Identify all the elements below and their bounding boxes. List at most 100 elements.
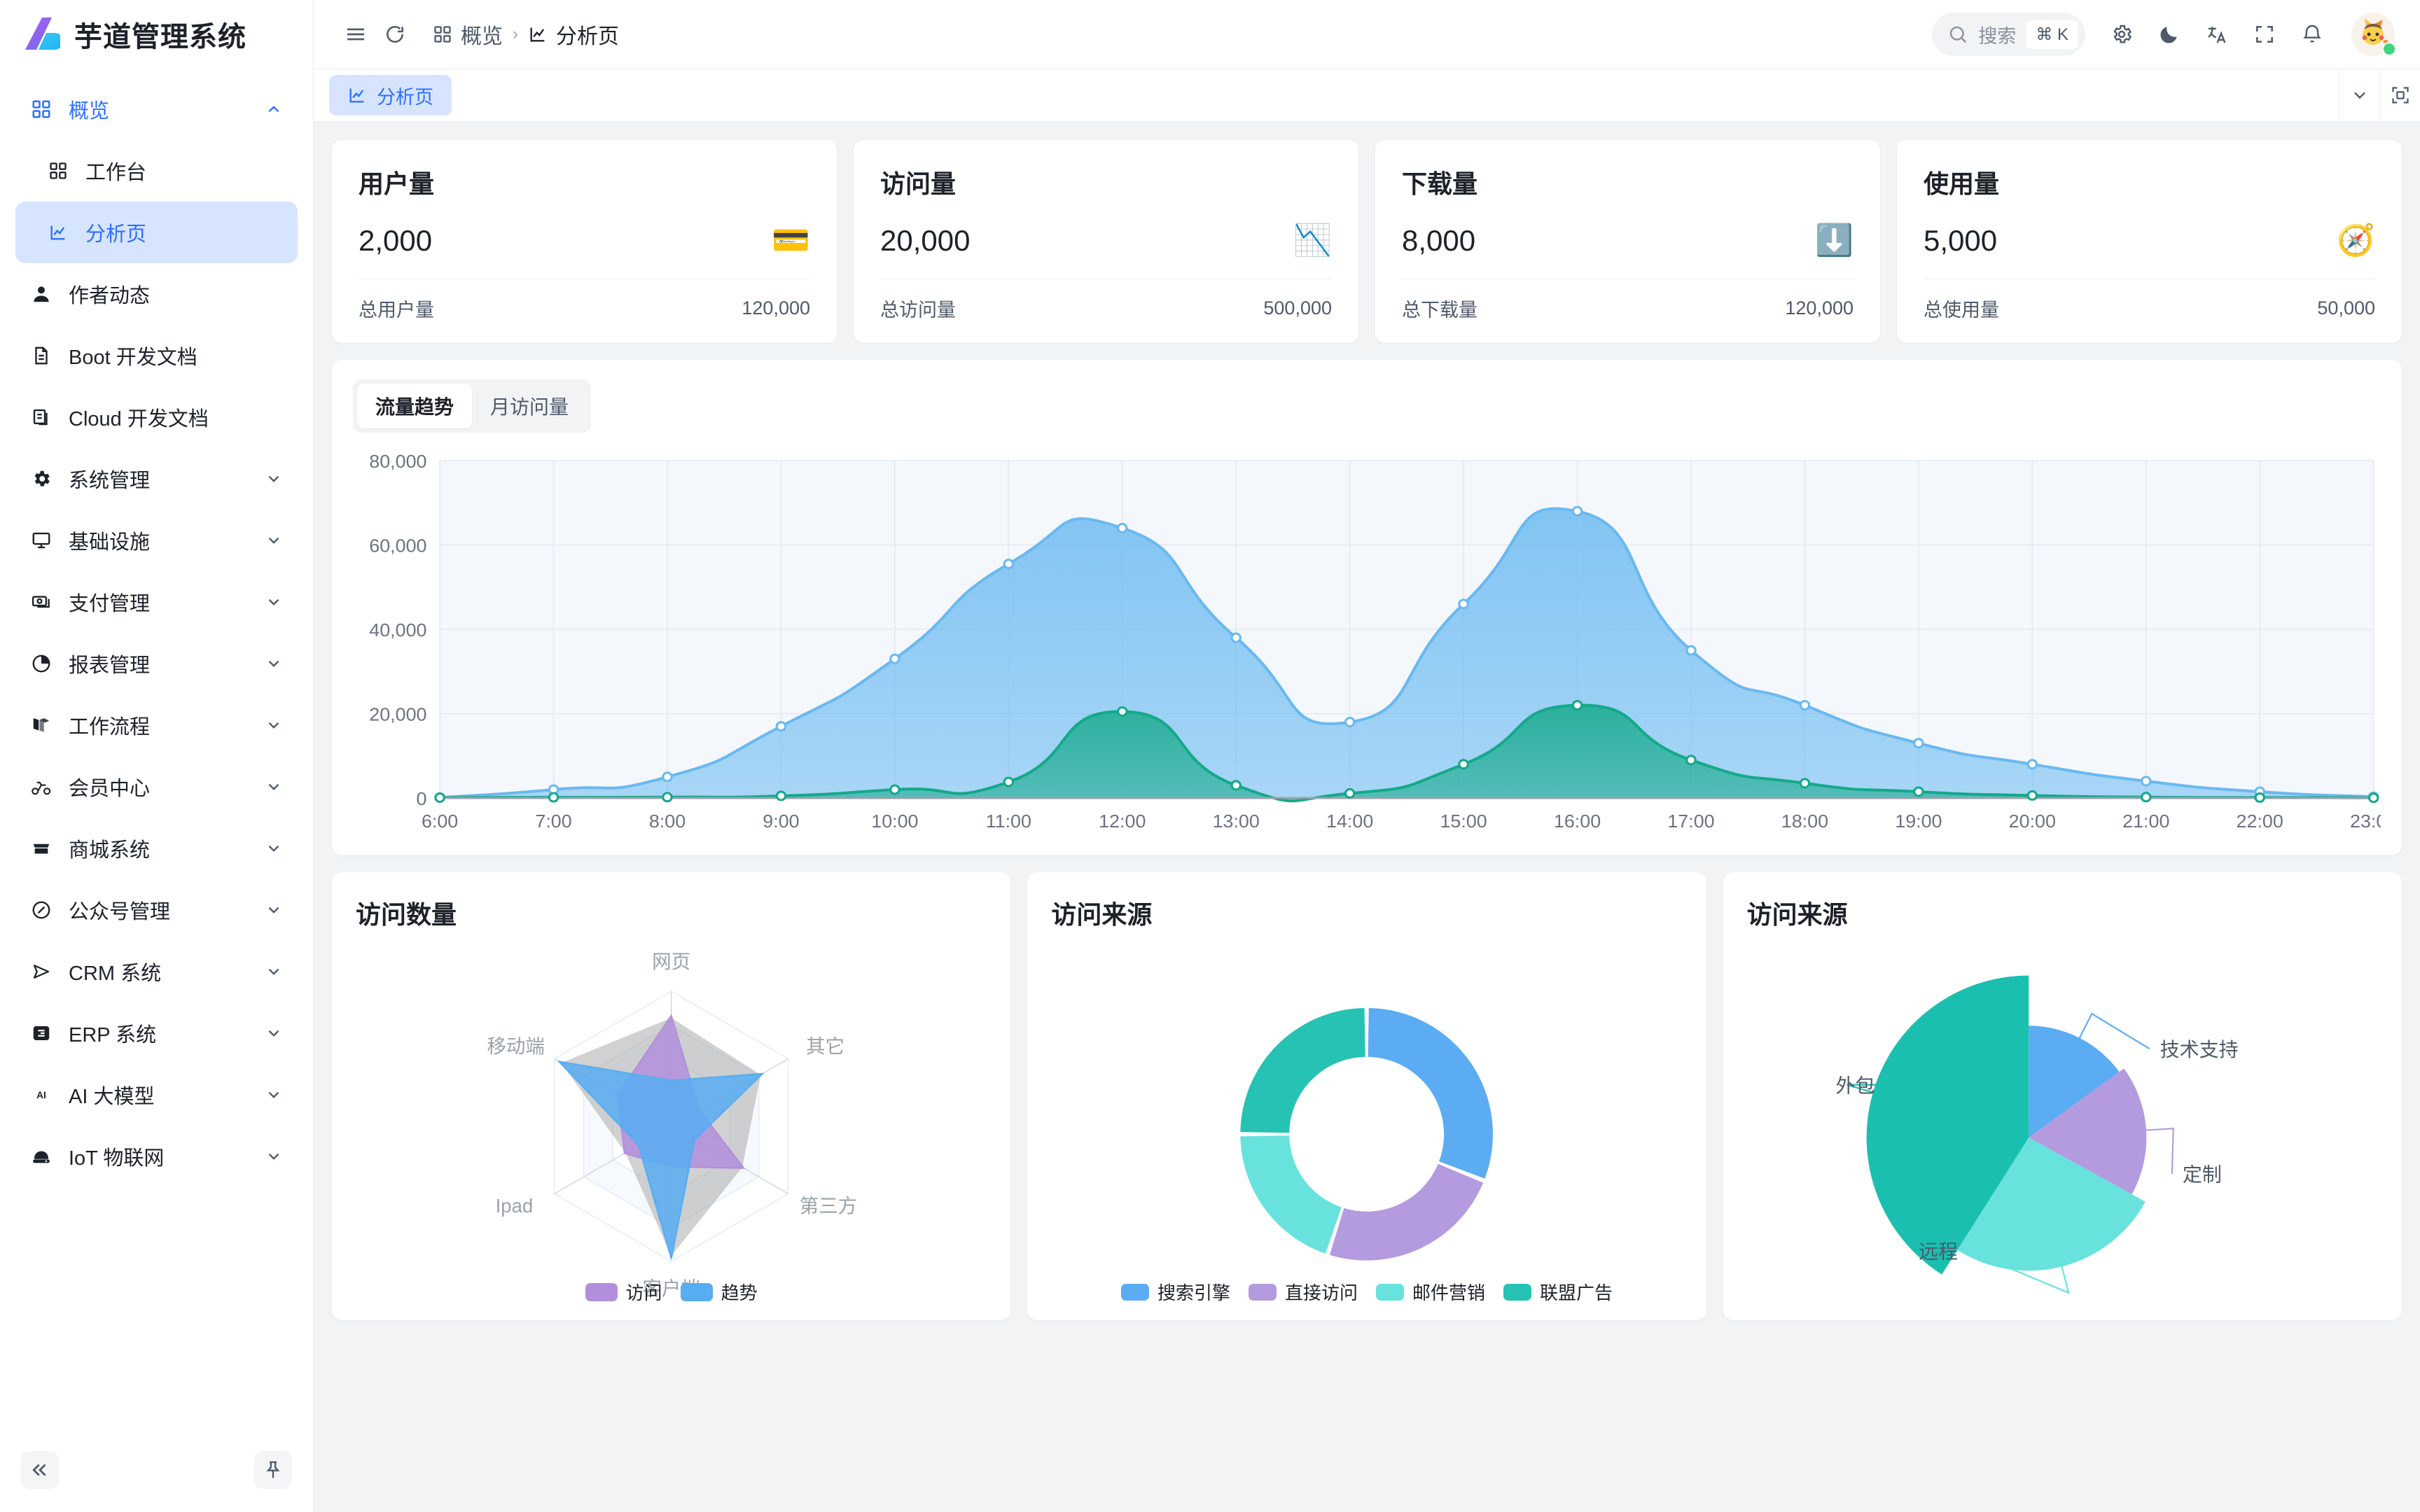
card-title: 访问来源 [1051,900,1153,929]
chevron-down-icon[interactable] [264,839,284,858]
topbar-actions [2102,13,2396,56]
legend-item[interactable]: 搜索引擎 [1120,1279,1230,1305]
stat-total-value: 50,000 [2317,298,2375,318]
stat-title: 下载量 [1402,169,1478,198]
sidebar-collapse-button[interactable] [21,1451,59,1489]
chevron-down-icon[interactable] [264,715,284,735]
tabbar-dropdown-button[interactable] [2339,69,2379,122]
trend-tab-monthly[interactable]: 月访问量 [490,396,569,418]
stat-value: 2,000 [359,224,433,257]
sidebar-item-workbench[interactable]: 工作台 [15,140,298,202]
legend-swatch [585,1282,618,1301]
translate-icon [2208,27,2226,43]
chevron-down-icon [2353,92,2365,99]
sidebar-item-label: 系统管理 [69,470,151,492]
pie-chart-icon [29,652,53,676]
sidebar-item-report[interactable]: 报表管理 [15,633,298,694]
sidebar-item-overview[interactable]: 概览 [15,78,298,140]
legend-item[interactable]: 访问 [585,1279,662,1305]
chevron-down-icon[interactable] [264,1085,284,1105]
settings-button[interactable] [2102,15,2141,54]
tabbar-expand-button[interactable] [2379,69,2420,122]
sidebar-item-payment[interactable]: 支付管理 [15,571,298,633]
sidebar-item-system-management[interactable]: 系统管理 [15,448,298,510]
money-icon [29,590,53,614]
avatar[interactable] [2351,13,2396,56]
sidebar-pin-button[interactable] [254,1451,292,1489]
avatar-status-dot [2382,42,2396,56]
sidebar-item-infrastructure[interactable]: 基础设施 [15,510,298,571]
monitor-icon [29,528,53,552]
donut-slice [1368,1007,1494,1179]
x-axis-tick-label: 15:00 [1440,811,1487,831]
notifications-button[interactable] [2293,15,2332,54]
x-axis-tick-label: 21:00 [2122,811,2169,831]
chevron-down-icon[interactable] [264,777,284,797]
stat-main: 5,000 🧭 [1924,224,2375,258]
search-button[interactable]: 搜索 ⌘ K [1932,13,2085,56]
x-axis-tick-label: 17:00 [1667,811,1714,831]
sidebar-item-cloud-docs[interactable]: Cloud 开发文档 [15,386,298,448]
sidebar-item-label: 报表管理 [69,654,151,677]
sidebar-item-ai[interactable]: AI AI 大模型 [15,1064,298,1126]
sidebar-item-boot-docs[interactable]: Boot 开发文档 [15,325,298,386]
sidebar-item-label: IoT 物联网 [69,1147,165,1170]
x-axis-tick-label: 6:00 [422,811,458,831]
sidebar-item-crm[interactable]: CRM 系统 [15,941,298,1002]
gear-icon [2113,24,2132,43]
x-axis-tick-label: 11:00 [986,811,1031,831]
language-button[interactable] [2197,15,2237,54]
breadcrumb-item-analysis[interactable]: 分析页 [528,19,619,50]
erp-icon [29,1021,53,1045]
sidebar-item-workflow[interactable]: 工作流程 [15,694,298,756]
bike-icon [29,775,53,799]
chevron-down-icon[interactable] [264,592,284,612]
chevron-down-icon[interactable] [264,962,284,981]
chevron-down-icon[interactable] [264,1023,284,1043]
hamburger-menu-button[interactable] [336,15,375,54]
sidebar-item-member-center[interactable]: 会员中心 [15,756,298,818]
legend-item[interactable]: 联盟广告 [1503,1279,1613,1305]
sidebar-item-mp-management[interactable]: 公众号管理 [15,879,298,941]
chevron-down-icon[interactable] [264,654,284,673]
sidebar-item-label: 会员中心 [69,778,151,800]
legend-item[interactable]: 趋势 [680,1279,758,1305]
x-axis-tick-label: 23:00 [2350,811,2381,831]
search-label: 搜索 [1978,25,2017,47]
stat-main: 20,000 📉 [880,224,1332,258]
donut-slice [1240,1007,1366,1133]
refresh-button[interactable] [375,15,415,54]
promotion-icon [29,960,53,983]
gear-icon [29,467,53,491]
pie-slice-label: 定制 [2183,1164,2222,1186]
sidebar-item-analysis[interactable]: 分析页 [15,202,298,263]
sidebar-item-label: 工作台 [85,162,147,184]
x-axis-tick-label: 13:00 [1213,811,1260,831]
stat-value: 5,000 [1924,224,1998,257]
x-axis-tick-label: 22:00 [2237,811,2283,831]
legend-item[interactable]: 直接访问 [1248,1279,1358,1305]
trend-tab-traffic[interactable]: 流量趋势 [357,384,473,428]
chevron-down-icon[interactable] [264,1147,284,1166]
sidebar-item-author[interactable]: 作者动态 [15,263,298,325]
chevron-down-icon[interactable] [264,469,284,489]
dark-mode-button[interactable] [2150,15,2189,54]
legend-label: 搜索引擎 [1157,1282,1230,1303]
chevron-up-icon[interactable] [264,99,284,119]
x-axis-tick-label: 20:00 [2009,811,2056,831]
compass-icon [29,898,53,922]
y-axis-tick-label: 0 [417,788,427,808]
breadcrumb-item-overview[interactable]: 概览 [433,19,503,50]
sidebar-item-erp[interactable]: ERP 系统 [15,1002,298,1064]
sidebar-item-iot[interactable]: IoT 物联网 [15,1126,298,1187]
tab-analysis[interactable]: 分析页 [329,75,452,115]
chevron-down-icon[interactable] [264,900,284,920]
fullscreen-button[interactable] [2245,15,2284,54]
sidebar-item-label: 公众号管理 [69,901,171,923]
x-axis-tick-label: 7:00 [535,811,571,831]
legend-item[interactable]: 邮件营销 [1375,1279,1485,1305]
chevron-down-icon[interactable] [264,531,284,550]
sidebar-logo[interactable]: 芋道管理系统 [0,0,313,69]
bell-icon [2303,24,2321,43]
sidebar-item-mall[interactable]: 商城系统 [15,818,298,879]
